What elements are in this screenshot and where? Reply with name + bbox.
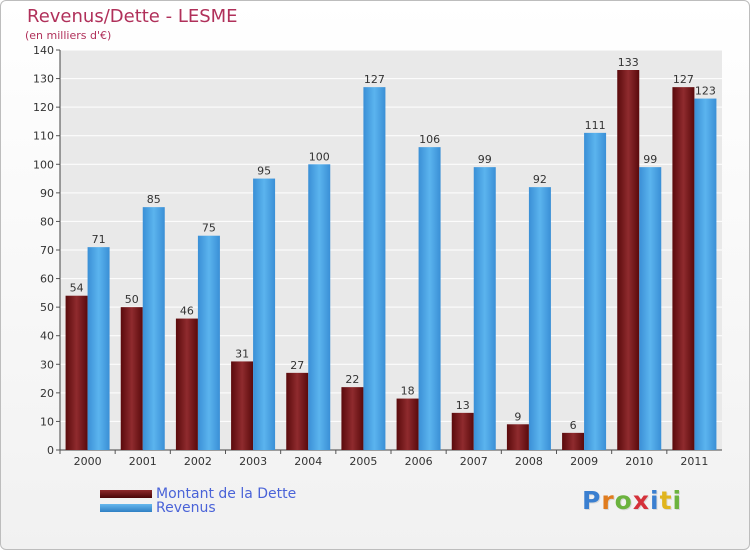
data-label-revenus: 123 <box>695 85 716 98</box>
x-tick-label: 2000 <box>74 455 102 468</box>
y-tick-label: 140 <box>33 44 54 57</box>
legend-swatch-dette <box>100 490 152 498</box>
y-tick-label: 80 <box>40 215 54 228</box>
x-tick-label: 2011 <box>680 455 708 468</box>
x-tick-label: 2010 <box>625 455 653 468</box>
legend-label-revenus: Revenus <box>156 500 216 516</box>
x-tick-label: 2003 <box>239 455 267 468</box>
bar-dette <box>286 372 309 450</box>
logo-letter: r <box>601 486 615 515</box>
bar-dette <box>562 432 585 450</box>
y-tick-label: 30 <box>40 358 54 371</box>
data-label-dette: 127 <box>673 73 694 86</box>
y-tick-label: 0 <box>47 444 54 457</box>
y-tick-label: 130 <box>33 73 54 86</box>
data-label-revenus: 95 <box>257 165 271 178</box>
data-label-revenus: 106 <box>419 133 440 146</box>
bar-dette <box>506 424 529 450</box>
bar-dette <box>175 318 198 450</box>
logo-letter: i <box>672 486 683 515</box>
bar-dette <box>120 307 143 450</box>
data-label-revenus: 71 <box>92 233 106 246</box>
data-label-dette: 22 <box>345 373 359 386</box>
bar-dette <box>65 295 88 450</box>
bar-dette <box>231 361 254 450</box>
legend-swatch-revenus <box>100 504 152 512</box>
bar-revenus <box>363 87 386 451</box>
data-label-revenus: 100 <box>309 150 330 163</box>
logo-letter: o <box>614 486 633 515</box>
data-label-dette: 31 <box>235 347 249 360</box>
y-tick-label: 50 <box>40 301 54 314</box>
bar-revenus <box>528 187 551 450</box>
bar-revenus <box>694 98 717 451</box>
bar-dette <box>451 412 474 450</box>
data-label-revenus: 85 <box>147 193 161 206</box>
data-label-dette: 50 <box>125 293 139 306</box>
data-label-revenus: 99 <box>478 153 492 166</box>
bar-revenus <box>87 247 110 450</box>
data-label-dette: 133 <box>618 56 639 69</box>
proxiti-logo: Proxiti <box>582 486 682 515</box>
logo-letter: P <box>582 486 602 515</box>
data-label-revenus: 127 <box>364 73 385 86</box>
data-label-dette: 9 <box>514 410 521 423</box>
data-label-revenus: 75 <box>202 222 216 235</box>
data-label-dette: 54 <box>70 282 84 295</box>
x-tick-label: 2005 <box>349 455 377 468</box>
chart-title: Revenus/Dette - LESME <box>27 6 238 27</box>
data-label-dette: 27 <box>290 359 304 372</box>
bar-revenus <box>418 147 441 450</box>
logo-letter: i <box>650 486 660 515</box>
y-tick-label: 60 <box>40 273 54 286</box>
legend-label-dette: Montant de la Dette <box>156 486 297 502</box>
y-tick-label: 10 <box>40 415 54 428</box>
data-label-dette: 46 <box>180 305 194 318</box>
bar-dette <box>396 398 419 450</box>
legend-item-revenus: Revenus <box>100 500 216 516</box>
data-label-dette: 18 <box>401 385 415 398</box>
data-label-revenus: 99 <box>643 153 657 166</box>
bar-revenus <box>253 178 276 451</box>
y-tick-label: 120 <box>33 101 54 114</box>
bar-revenus <box>639 167 662 450</box>
y-tick-label: 110 <box>33 130 54 143</box>
x-tick-label: 2009 <box>570 455 598 468</box>
bar-revenus <box>308 164 331 451</box>
x-tick-label: 2004 <box>294 455 322 468</box>
data-label-dette: 13 <box>456 399 470 412</box>
bar-dette <box>341 387 364 450</box>
y-tick-label: 90 <box>40 187 54 200</box>
y-tick-label: 70 <box>40 244 54 257</box>
x-tick-label: 2001 <box>129 455 157 468</box>
bar-revenus <box>584 132 607 450</box>
x-tick-label: 2008 <box>515 455 543 468</box>
x-tick-label: 2002 <box>184 455 212 468</box>
data-label-revenus: 111 <box>585 119 606 132</box>
bar-revenus <box>473 167 496 450</box>
y-tick-label: 40 <box>40 330 54 343</box>
logo-letter: x <box>632 486 650 515</box>
y-tick-label: 20 <box>40 387 54 400</box>
y-tick-label: 100 <box>33 158 54 171</box>
bar-dette <box>672 87 695 451</box>
bar-revenus <box>197 235 220 450</box>
logo-letter: t <box>659 486 673 515</box>
chart-subtitle: (en milliers d'€) <box>25 29 112 42</box>
data-label-dette: 6 <box>570 419 577 432</box>
legend-item-dette: Montant de la Dette <box>100 486 296 502</box>
bar-dette <box>617 70 640 450</box>
data-label-revenus: 92 <box>533 173 547 186</box>
x-tick-label: 2006 <box>405 455 433 468</box>
x-tick-label: 2007 <box>460 455 488 468</box>
bar-revenus <box>142 207 165 450</box>
